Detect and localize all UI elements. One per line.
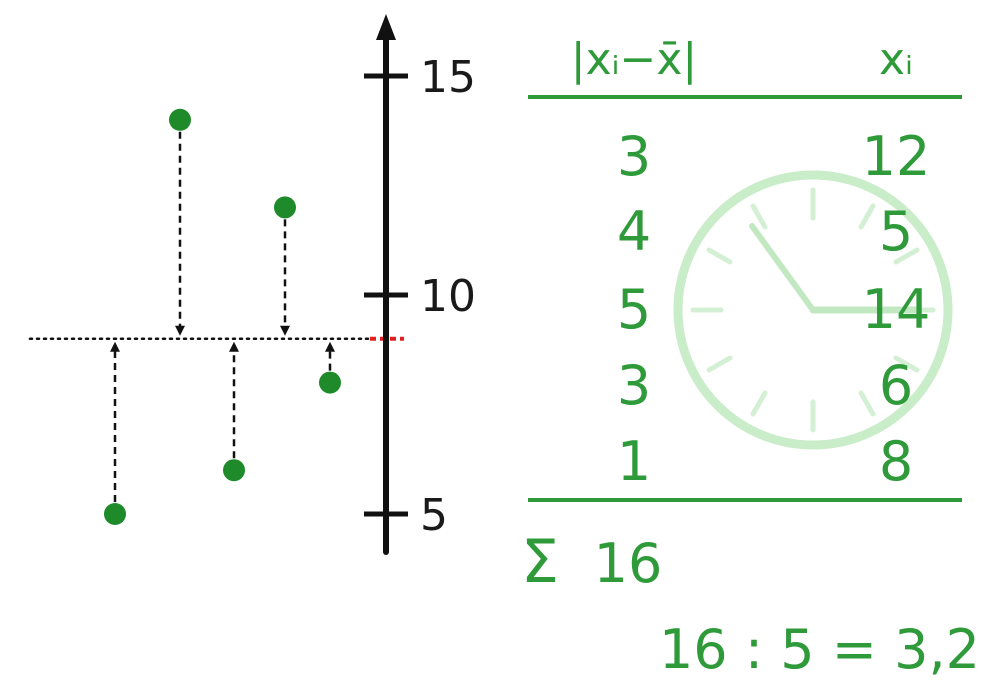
deviation-arrowhead [110, 341, 120, 352]
x-cell: 12 [862, 125, 931, 188]
table-row: 3 12 [617, 125, 931, 188]
deviation-arrowhead [280, 325, 290, 336]
data-point [319, 371, 341, 394]
data-point [169, 108, 191, 131]
data-point [223, 459, 245, 482]
x-cell: 6 [879, 354, 913, 417]
axis-arrow-head [376, 14, 396, 40]
deviation-cell: 5 [617, 278, 651, 341]
deviation-arrowhead [229, 341, 239, 352]
value-axis [376, 14, 396, 555]
deviation-arrowhead [175, 325, 185, 336]
x-cell: 8 [879, 430, 913, 493]
data-point [274, 196, 296, 219]
axis-tick-label: 5 [420, 490, 448, 541]
x-cell: 14 [862, 278, 931, 341]
axis-tick-label: 10 [420, 271, 476, 322]
table-row: 4 5 [617, 200, 913, 263]
x-cell: 5 [879, 200, 913, 263]
header-x: xᵢ [879, 34, 913, 85]
data-point [104, 503, 126, 525]
deviation-stems [110, 131, 335, 502]
sum-symbol: Σ [521, 527, 559, 597]
deviation-arrowhead [325, 341, 335, 352]
deviation-cell: 4 [617, 200, 651, 263]
table-row: 1 8 [617, 430, 913, 493]
axis-tick-label: 15 [420, 52, 476, 103]
data-points [104, 108, 341, 525]
clock-icon [673, 170, 953, 450]
axis-ticks: 15 10 5 [364, 52, 476, 541]
deviation-table: |xᵢ−x̄| xᵢ 3 12 4 5 5 14 3 6 1 8 Σ 16 16… [521, 34, 980, 681]
deviation-cell: 3 [617, 125, 651, 188]
mean-deviation-result: 16 : 5 = 3,2 [659, 618, 980, 681]
sum-value: 16 [594, 532, 663, 595]
deviation-cell: 1 [617, 430, 651, 493]
header-deviation: |xᵢ−x̄| [571, 34, 697, 85]
table-row: 3 6 [617, 354, 913, 417]
table-row: 5 14 [617, 278, 931, 341]
deviation-cell: 3 [617, 354, 651, 417]
